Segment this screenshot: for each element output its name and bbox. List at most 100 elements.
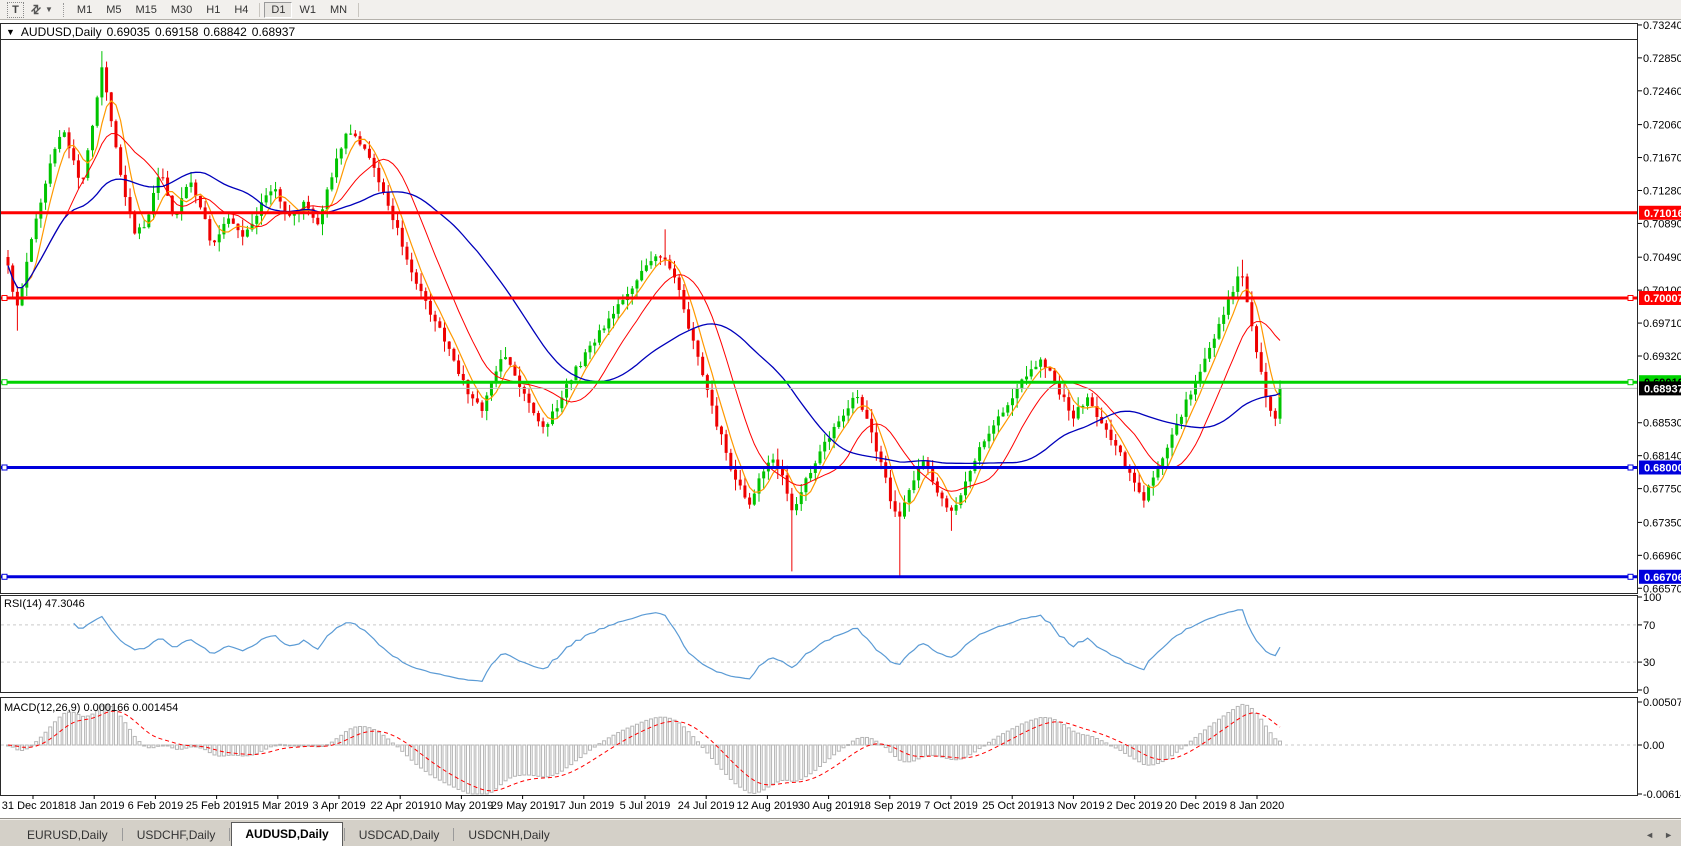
tab-scroll-left-icon[interactable]: ◄ [1645, 830, 1655, 840]
macd-indicator-label: MACD(12,26,9) 0.000166 0.001454 [4, 702, 179, 714]
date-tick-label: 12 Aug 2019 [737, 800, 799, 812]
date-tick-label: 22 Apr 2019 [371, 800, 430, 812]
price-tag-label: 0.71016 [1644, 208, 1681, 220]
price-tag-label: 0.66706 [1644, 572, 1681, 584]
tab-eurusd[interactable]: EURUSD,Daily [27, 828, 108, 842]
price-tick-label: 0.72460 [1643, 86, 1681, 98]
timeframe-button-m1[interactable]: M1 [76, 3, 93, 16]
toolbar-separator [358, 2, 360, 17]
price-tick-label: 0.66960 [1643, 550, 1681, 562]
price-tag [1639, 460, 1681, 475]
price-tick-label: 0.69320 [1643, 351, 1681, 363]
date-tick-label: 17 Jun 2019 [554, 800, 615, 812]
date-tick-label: 18 Sep 2019 [859, 800, 921, 812]
chart-legend: ▼ AUDUSD,Daily 0.69035 0.69158 0.68842 0… [6, 25, 300, 39]
hline-handle [1, 573, 8, 580]
pane-border [0, 23, 1638, 594]
chevron-down-icon: ▼ [45, 5, 53, 14]
tab-separator [229, 828, 231, 841]
tab-usdchf[interactable]: USDCHF,Daily [136, 828, 216, 842]
macd-tick-label: 0.005076 [1643, 697, 1681, 709]
ohlc-open: 0.69035 [106, 25, 150, 39]
date-tick-label: 25 Oct 2019 [982, 800, 1042, 812]
date-tick-label: 20 Dec 2019 [1165, 800, 1227, 812]
price-tag [1639, 290, 1681, 305]
pane-border [0, 697, 1638, 796]
ohlc-high: 0.69158 [155, 25, 199, 39]
price-tick-label: 0.71280 [1643, 185, 1681, 197]
macd-tick-label: 0.00 [1643, 740, 1664, 752]
chart-tab-bar: EURUSD,Daily USDCHF,Daily AUDUSD,Daily USDC… [0, 818, 1681, 846]
text-tool-icon: T [12, 3, 19, 16]
macd-tick-label: -0.006148 [1643, 789, 1681, 801]
date-tick-label: 15 Mar 2019 [247, 800, 309, 812]
tab-separator [121, 828, 123, 841]
hline-handle [1627, 294, 1634, 301]
tab-usdcnh[interactable]: USDCNH,Daily [468, 828, 550, 842]
moving-average-13 [7, 132, 1281, 492]
chart-window: 0.73240 0.72850 0.72460 0.72060 0.71670 0.712… [0, 20, 1681, 818]
price-tick-label: 0.68140 [1643, 451, 1681, 463]
price-tag [1639, 205, 1681, 220]
tab-audusd[interactable]: AUDUSD,Daily [231, 822, 343, 846]
moving-average-5 [7, 99, 1281, 506]
rsi-tick-label: 0 [1643, 685, 1649, 697]
timeframe-button-m15[interactable]: M15 [135, 3, 157, 16]
date-tick-label: 2 Dec 2019 [1106, 800, 1162, 812]
price-tick-label: 0.70890 [1643, 218, 1681, 230]
date-tick-label: 18 Jan 2019 [64, 800, 125, 812]
price-tick-label: 0.67350 [1643, 517, 1681, 529]
price-tick-label: 0.73240 [1643, 20, 1681, 32]
price-tick-label: 0.70490 [1643, 252, 1681, 264]
price-tag-label: 0.68000 [1644, 462, 1681, 474]
candles-layer [6, 51, 1282, 576]
price-tick-label: 0.71670 [1643, 153, 1681, 165]
text-tool-button[interactable]: T [7, 1, 24, 18]
price-tick-label: 0.72060 [1643, 120, 1681, 132]
price-tag-label: 0.68937 [1644, 383, 1681, 395]
rsi-tick-label: 70 [1643, 620, 1655, 632]
price-tag-label: 0.70007 [1644, 293, 1681, 305]
moving-average-34 [7, 171, 1281, 465]
price-tick-label: 0.68530 [1643, 418, 1681, 430]
ohlc-low: 0.68842 [203, 25, 247, 39]
date-tick-label: 30 Aug 2019 [798, 800, 860, 812]
date-tick-label: 10 May 2019 [430, 800, 494, 812]
timeframe-button-m5[interactable]: M5 [106, 3, 122, 16]
tab-separator [343, 828, 345, 841]
timeframe-button-h1[interactable]: H1 [206, 3, 221, 16]
hline-handle [1, 294, 8, 301]
timeframe-button-m30[interactable]: M30 [170, 3, 193, 16]
tab-separator [453, 828, 455, 841]
rsi-tick-label: 30 [1643, 657, 1655, 669]
ohlc-close: 0.68937 [251, 25, 296, 39]
price-tick-label: 0.67750 [1643, 484, 1681, 496]
price-tick-label: 0.66570 [1643, 583, 1681, 595]
rsi-tick-label: 100 [1643, 592, 1661, 604]
tab-scroll-right-icon[interactable]: ► [1664, 830, 1673, 840]
price-tick-label: 0.72850 [1643, 53, 1681, 65]
date-tick-label: 13 Nov 2019 [1042, 800, 1104, 812]
timeframe-button-h4[interactable]: H4 [234, 3, 249, 16]
chart-canvas[interactable]: 0.73240 0.72850 0.72460 0.72060 0.71670 0.712… [0, 20, 1681, 818]
toolbar: T ▼ M1 M5 M15 M30 H1 H4 D1 W1 MN [0, 0, 1681, 20]
price-tag [1639, 381, 1681, 396]
toolbar-grip[interactable] [62, 2, 64, 17]
cursor-mode-button[interactable]: ▼ [26, 2, 56, 18]
pane-border [0, 595, 1638, 693]
timeframe-button-w1[interactable]: W1 [299, 3, 316, 16]
macd-histogram [6, 703, 1282, 795]
tab-usdcad[interactable]: USDCAD,Daily [358, 828, 440, 842]
timeframe-button-d1[interactable]: D1 [264, 1, 293, 18]
hline-handle [1, 464, 8, 471]
timeframe-button-mn[interactable]: MN [329, 3, 348, 16]
rsi-indicator-label: RSI(14) 47.3046 [4, 598, 85, 610]
collapse-caret-icon[interactable]: ▼ [6, 27, 15, 37]
date-tick-label: 3 Apr 2019 [312, 800, 365, 812]
date-tick-label: 25 Feb 2019 [186, 800, 248, 812]
hline-handle [1, 379, 8, 386]
macd-signal-line [7, 710, 1281, 792]
hline-handle [1627, 573, 1634, 580]
price-tick-label: 0.69710 [1643, 318, 1681, 330]
date-tick-label: 31 Dec 2018 [2, 800, 64, 812]
